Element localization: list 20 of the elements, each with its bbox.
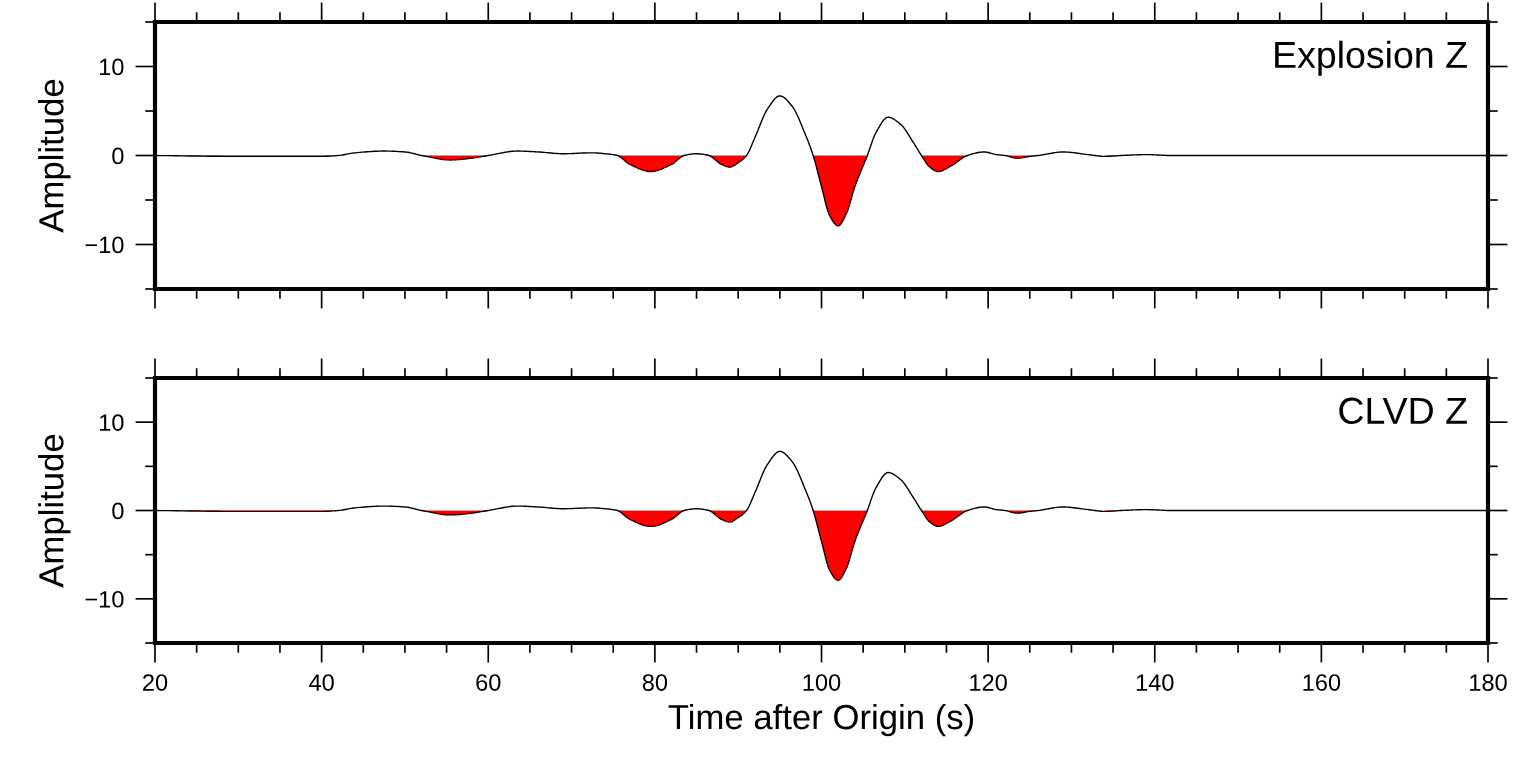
x-axis-title: Time after Origin (s)	[668, 703, 974, 737]
y-axis-title: Amplitude	[38, 79, 71, 233]
y-tick-label: 10	[99, 58, 124, 76]
x-tick-label: 100	[803, 674, 841, 691]
y-tick-label: −10	[85, 236, 124, 254]
y-tick-label: 0	[112, 502, 124, 520]
x-tick-label: 180	[1470, 674, 1507, 691]
y-tick-label: 10	[99, 414, 124, 431]
x-tick-label: 140	[1136, 674, 1174, 691]
annotation: CLVD Z	[1339, 397, 1467, 425]
x-tick-label: 160	[1303, 674, 1341, 691]
x-tick-label: 60	[476, 674, 501, 691]
x-tick-label: 40	[309, 674, 334, 691]
x-tick-label: 80	[642, 674, 668, 691]
x-tick-label: 20	[143, 674, 168, 691]
x-tick-label: 120	[970, 674, 1007, 691]
y-axis-title: Amplitude	[38, 434, 71, 588]
y-tick-label: 0	[112, 147, 124, 165]
y-tick-label: −10	[85, 590, 124, 608]
annotation: Explosion Z	[1275, 40, 1467, 76]
